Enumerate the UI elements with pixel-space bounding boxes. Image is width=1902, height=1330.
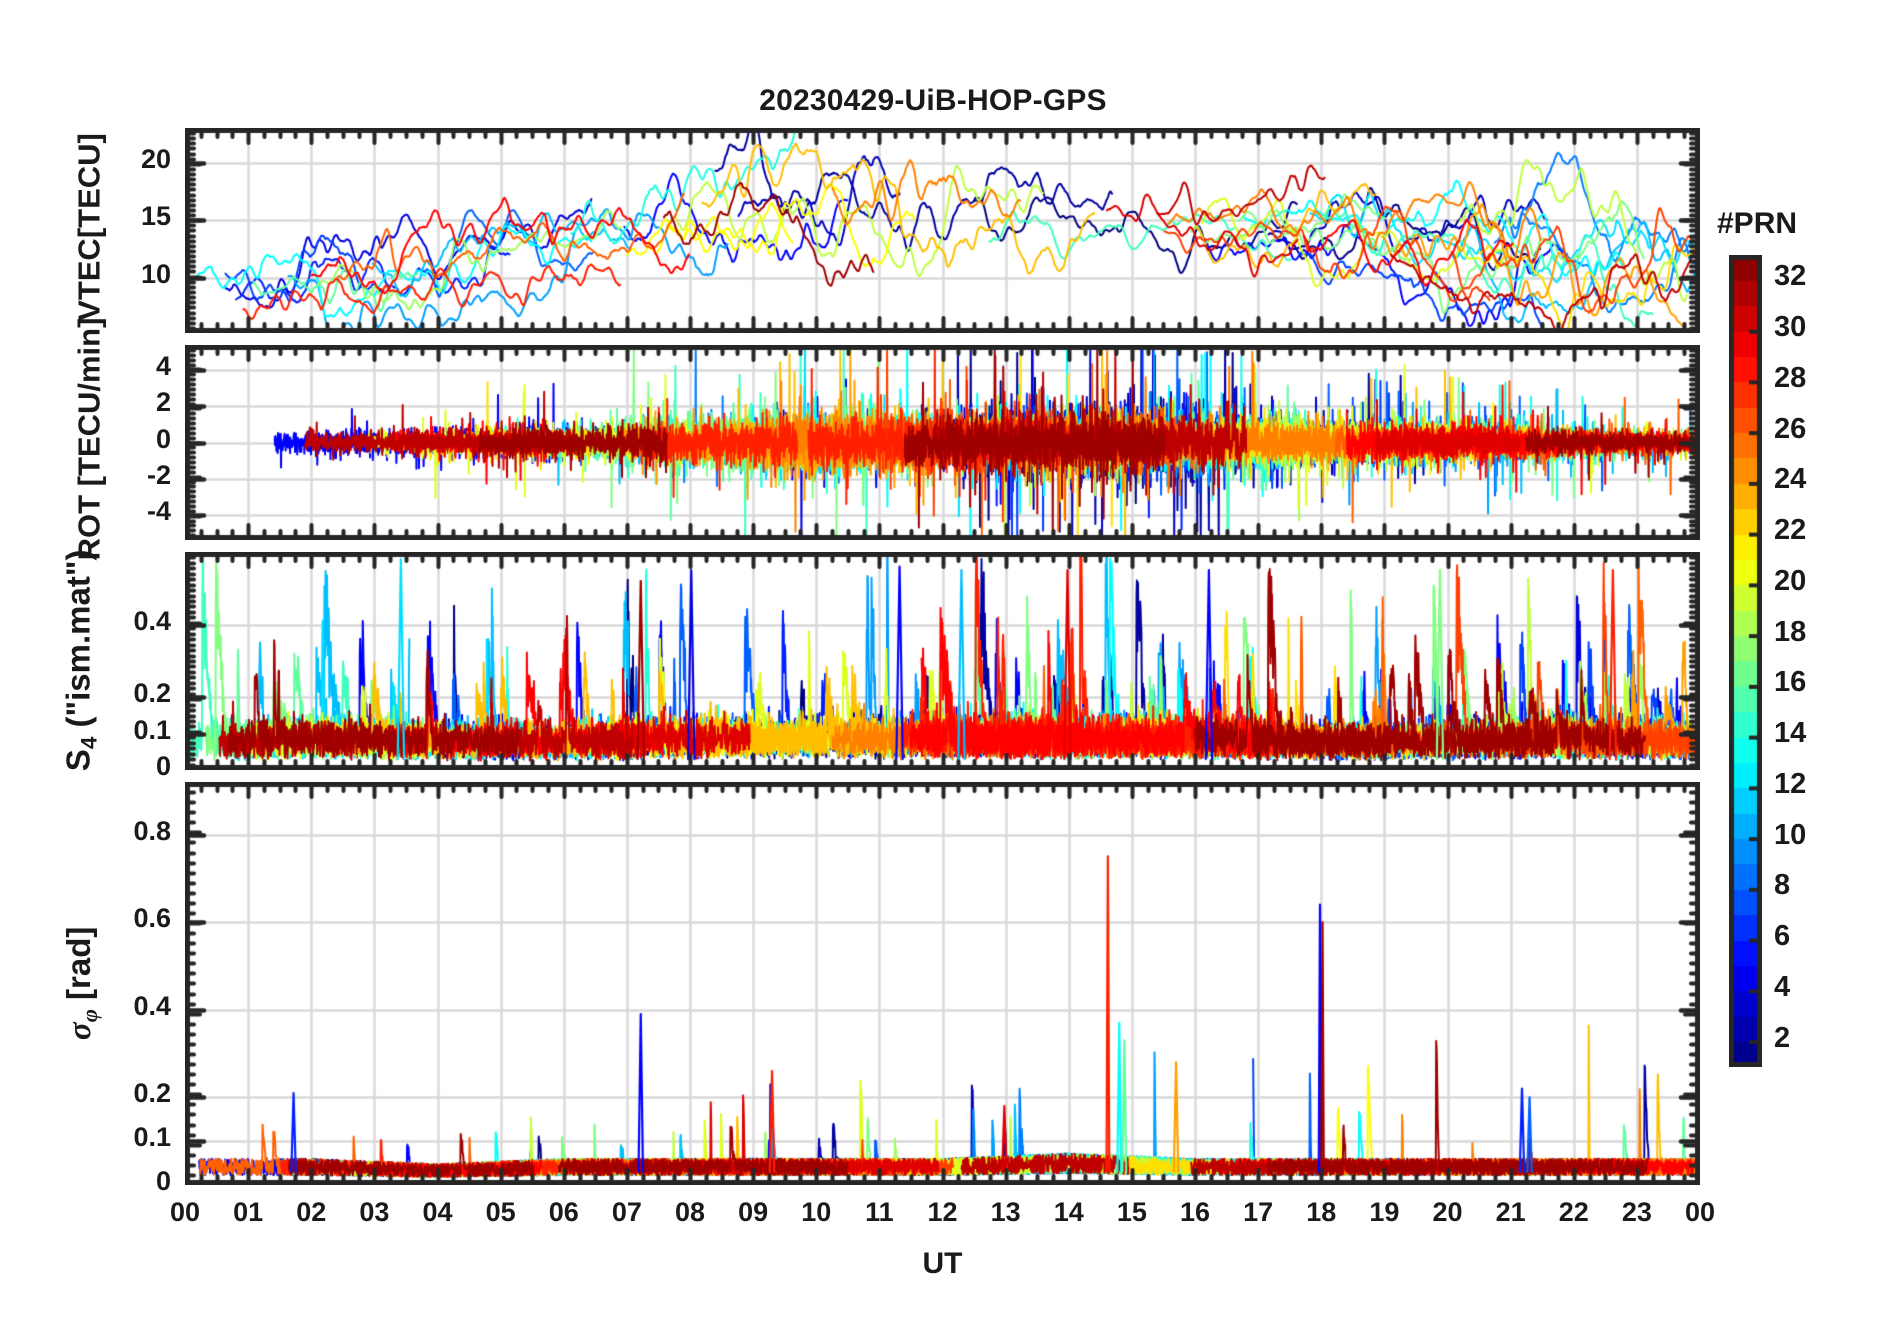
- plot-canvas-sigma_phi: [185, 782, 1700, 1185]
- plot-canvas-s4: [185, 552, 1700, 770]
- x-tick-label: 23: [1621, 1197, 1652, 1227]
- colorbar-tick-label: 16: [1774, 666, 1807, 699]
- y-tick-label-s4: 0.4: [133, 605, 171, 636]
- x-tick-label: 10: [801, 1197, 832, 1227]
- x-tick-label: 00: [169, 1197, 201, 1227]
- x-tick-label: 12: [927, 1197, 958, 1227]
- colorbar-tick-label: 30: [1774, 311, 1807, 344]
- plot-panel-s4: [185, 552, 1700, 770]
- y-tick-label-rot: 2: [155, 387, 171, 418]
- x-tick-label: 01: [233, 1197, 264, 1227]
- y-tick-label-vtec: 10: [140, 258, 171, 289]
- colorbar-tick-label: 32: [1774, 260, 1807, 293]
- colorbar-tick-label: 22: [1774, 514, 1807, 547]
- colorbar-tick-label: 18: [1774, 615, 1807, 648]
- y-axis-label-sigma_phi: σφ [rad]: [59, 926, 102, 1040]
- colorbar: [1729, 255, 1762, 1067]
- colorbar-tick-label: 24: [1774, 463, 1807, 496]
- plot-canvas-vtec: [185, 128, 1700, 333]
- x-tick-label: 00: [1684, 1197, 1716, 1227]
- x-tick-label: 21: [1495, 1197, 1526, 1227]
- x-axis-label: UT: [922, 1247, 963, 1280]
- y-tick-label-sigma_phi: 0.2: [133, 1078, 171, 1109]
- colorbar-tick-label: 14: [1774, 717, 1807, 750]
- colorbar-tick-label: 26: [1774, 412, 1807, 445]
- colorbar-title: #PRN: [1717, 207, 1798, 240]
- y-tick-label-sigma_phi: 0.1: [133, 1122, 171, 1153]
- y-tick-label-s4: 0: [155, 751, 171, 781]
- y-tick-label-sigma_phi: 0: [155, 1166, 171, 1196]
- plot-panel-sigma_phi: [185, 782, 1700, 1185]
- x-tick-label: 20: [1432, 1197, 1463, 1227]
- colorbar-gradient: [1729, 255, 1762, 1067]
- plot-panel-rot: [185, 345, 1700, 540]
- x-tick-label: 14: [1053, 1197, 1084, 1227]
- colorbar-tick-label: 8: [1774, 869, 1791, 902]
- y-tick-label-rot: -4: [146, 495, 171, 526]
- plot-panel-vtec: [185, 128, 1700, 333]
- x-tick-label: 05: [485, 1197, 516, 1227]
- colorbar-tick-label: 4: [1774, 970, 1791, 1003]
- x-tick-label: 19: [1369, 1197, 1400, 1227]
- x-tick-label: 06: [548, 1197, 579, 1227]
- y-tick-label-rot: 0: [155, 423, 171, 454]
- plot-canvas-rot: [185, 345, 1700, 540]
- x-tick-label: 13: [990, 1197, 1021, 1227]
- x-tick-label: 08: [674, 1197, 706, 1227]
- x-tick-label: 22: [1558, 1197, 1589, 1227]
- y-tick-label-rot: -2: [146, 459, 171, 490]
- y-tick-label-s4: 0.1: [133, 714, 171, 745]
- y-tick-label-vtec: 20: [140, 143, 171, 174]
- y-tick-label-s4: 0.2: [133, 678, 171, 709]
- x-tick-label: 11: [865, 1197, 894, 1227]
- x-tick-label: 02: [296, 1197, 327, 1227]
- x-tick-label: 17: [1243, 1197, 1274, 1227]
- y-tick-label-rot: 4: [155, 351, 171, 382]
- colorbar-tick-label: 2: [1774, 1021, 1791, 1054]
- colorbar-tick-label: 12: [1774, 767, 1807, 800]
- x-tick-label: 15: [1116, 1197, 1147, 1227]
- y-tick-label-sigma_phi: 0.6: [133, 903, 171, 934]
- x-tick-label: 07: [611, 1197, 642, 1227]
- x-tick-label: 09: [738, 1197, 769, 1227]
- colorbar-tick-label: 6: [1774, 920, 1791, 953]
- figure-title: 20230429-UiB-HOP-GPS: [759, 84, 1107, 117]
- y-tick-label-vtec: 15: [140, 201, 171, 232]
- x-tick-label: 04: [422, 1197, 453, 1227]
- y-tick-label-sigma_phi: 0.8: [133, 815, 171, 846]
- colorbar-tick-label: 20: [1774, 564, 1807, 597]
- x-tick-label: 18: [1306, 1197, 1337, 1227]
- colorbar-tick-label: 28: [1774, 361, 1807, 394]
- x-tick-label: 03: [359, 1197, 390, 1227]
- x-tick-label: 16: [1179, 1197, 1211, 1227]
- y-tick-label-sigma_phi: 0.4: [133, 990, 171, 1021]
- colorbar-tick-label: 10: [1774, 818, 1807, 851]
